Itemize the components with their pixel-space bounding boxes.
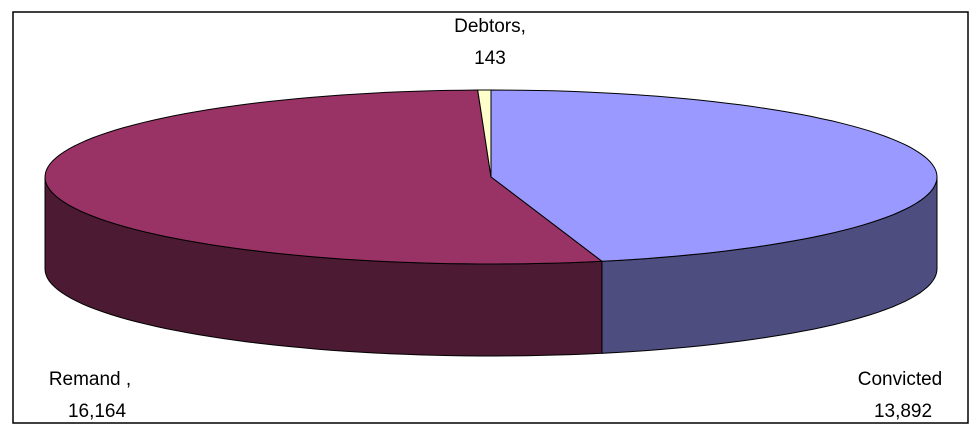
slice-label: Remand ,	[49, 369, 131, 390]
slice	[490, 89, 938, 262]
slice-value-label: 16,164	[68, 401, 127, 422]
slice-label: Convicted	[858, 369, 943, 390]
slice	[477, 89, 492, 178]
slice-value-label: 13,892	[874, 401, 932, 422]
slice-label: Debtors,	[454, 16, 526, 37]
slice	[44, 89, 604, 265]
slice-value-label: 143	[474, 48, 506, 69]
pie-tops	[44, 89, 938, 265]
